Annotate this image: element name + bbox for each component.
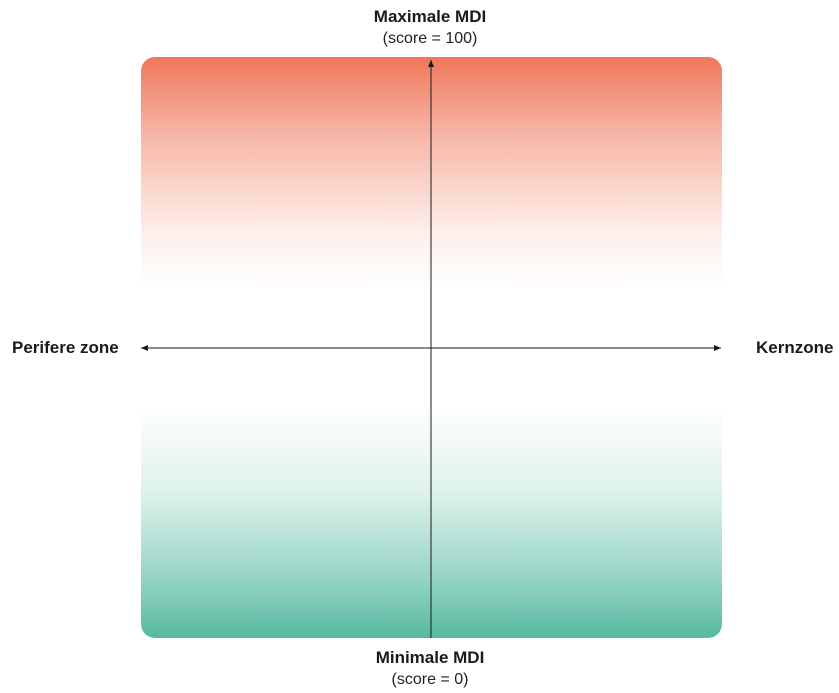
left-axis-label: Perifere zone	[12, 338, 119, 357]
right-axis-label: Kernzone	[756, 338, 834, 357]
top-axis-label: Maximale MDI (score = 100)	[330, 7, 530, 49]
bottom-axis-title: Minimale MDI	[375, 648, 485, 667]
top-axis-title: Maximale MDI	[373, 7, 487, 26]
bottom-axis-subtitle: (score = 0)	[391, 671, 469, 689]
top-axis-subtitle: (score = 100)	[382, 30, 478, 48]
bottom-axis-label: Minimale MDI (score = 0)	[330, 648, 530, 690]
gradient-quadrant-panel	[141, 57, 722, 638]
